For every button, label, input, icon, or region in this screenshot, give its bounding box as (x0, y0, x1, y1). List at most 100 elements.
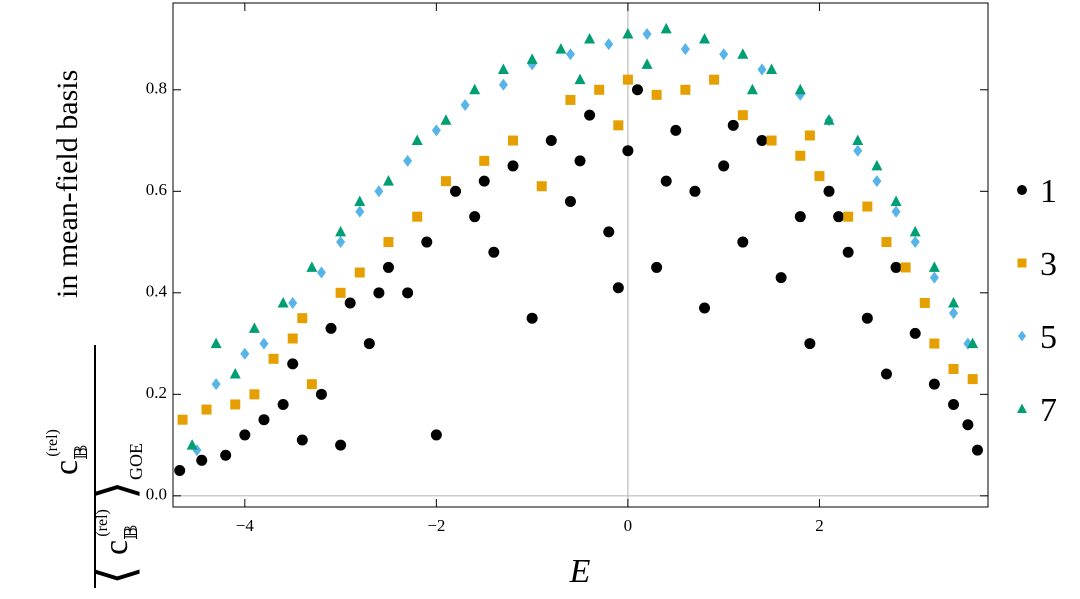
symbol: c (98, 540, 135, 555)
point (948, 398, 960, 410)
point (545, 135, 557, 147)
point (354, 195, 366, 206)
point (306, 261, 318, 272)
y-tick-label: 0.0 (146, 485, 167, 504)
point (794, 83, 806, 95)
point (268, 353, 279, 364)
point (670, 124, 682, 136)
point (833, 211, 845, 223)
average-bracket: ⟨ (88, 565, 144, 585)
legend-label: 3 (1040, 246, 1057, 283)
point (335, 287, 346, 298)
legend-label: 7 (1040, 392, 1057, 429)
point (909, 225, 921, 237)
point (355, 205, 365, 218)
point (249, 389, 260, 400)
point (719, 48, 729, 61)
point (335, 439, 347, 451)
point (240, 347, 250, 360)
point (699, 33, 711, 44)
point (757, 63, 767, 76)
point (526, 53, 538, 64)
point (718, 160, 730, 172)
point (497, 63, 509, 74)
point (891, 205, 901, 218)
legend-marker (1017, 258, 1027, 268)
point (709, 74, 720, 85)
legend-label: 5 (1040, 319, 1057, 356)
point (622, 74, 633, 85)
point (909, 327, 921, 339)
point (564, 195, 576, 207)
point (316, 266, 326, 279)
point (248, 322, 260, 333)
point (555, 43, 567, 54)
point (431, 124, 441, 137)
x-tick-label: −2 (427, 516, 445, 535)
point (402, 287, 414, 299)
point (450, 185, 462, 197)
point (210, 337, 222, 349)
point (804, 338, 816, 350)
point (373, 287, 385, 299)
point (842, 246, 854, 258)
point (277, 398, 289, 410)
point (230, 399, 241, 410)
point (737, 236, 749, 248)
point (469, 83, 481, 95)
plot-frame (172, 2, 989, 508)
point (929, 338, 940, 349)
point (430, 429, 442, 441)
point (823, 185, 835, 197)
point (220, 449, 232, 461)
point (699, 302, 711, 314)
y-axis-label: c𝔹(rel) ⟨ c𝔹(rel) ⟩ GOE in mean-field ba… (44, 70, 146, 588)
point (756, 135, 768, 147)
point (287, 358, 299, 370)
point (651, 89, 662, 100)
legend-marker (1017, 403, 1027, 414)
point (871, 159, 883, 171)
point (737, 110, 748, 121)
point (536, 181, 547, 192)
point (460, 99, 470, 112)
point (411, 134, 423, 146)
point (177, 414, 188, 425)
legend-label: 1 (1040, 173, 1057, 210)
point (594, 84, 605, 95)
point (565, 48, 575, 61)
point (478, 175, 490, 187)
point (258, 414, 270, 426)
point (651, 261, 663, 273)
point (919, 297, 930, 308)
point (604, 38, 614, 51)
point (971, 444, 983, 456)
point (421, 236, 433, 248)
point (794, 211, 806, 223)
point (852, 134, 864, 146)
point (526, 312, 538, 324)
point (660, 22, 672, 34)
point (479, 155, 490, 166)
point (881, 237, 892, 248)
x-tick-label: 2 (815, 516, 824, 535)
x-tick-label: −4 (236, 516, 255, 535)
point (296, 434, 308, 446)
point (325, 322, 337, 334)
point (775, 272, 787, 284)
point (612, 282, 624, 294)
superscript: (rel) (94, 509, 111, 537)
point (363, 338, 375, 350)
point (335, 225, 347, 237)
point (622, 145, 634, 157)
point (469, 211, 481, 223)
point (306, 379, 317, 390)
point (689, 185, 701, 197)
point (565, 94, 576, 105)
point (929, 271, 939, 284)
point (862, 201, 873, 212)
numerator: c𝔹 (rel) (44, 429, 91, 475)
point (900, 262, 911, 273)
point (853, 144, 863, 157)
point (174, 464, 186, 476)
